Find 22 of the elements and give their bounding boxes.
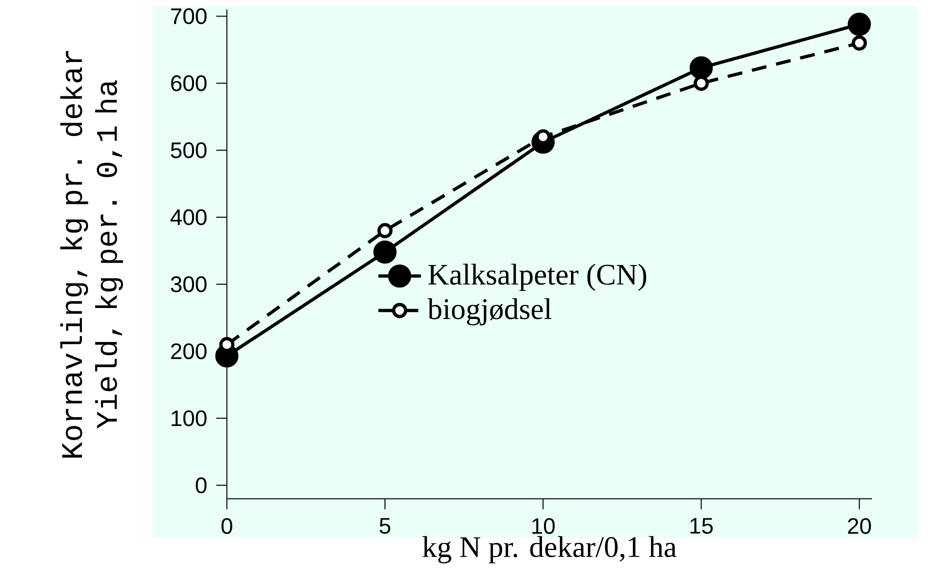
x-tick-label: 15 xyxy=(690,518,713,534)
y-tick-label: 700 xyxy=(171,8,207,24)
y-tick-label: 200 xyxy=(171,343,207,360)
y-tick-label: 100 xyxy=(172,410,207,426)
x-tick-label: 20 xyxy=(848,518,871,534)
x-tick-label: 10 xyxy=(532,518,555,534)
y-tick-label: 0 xyxy=(196,477,207,494)
legend-label: biogjødsel xyxy=(428,298,552,326)
y-tick-label: 600 xyxy=(171,75,207,92)
point xyxy=(373,240,397,264)
x-tick-label: 0 xyxy=(221,518,232,534)
x-tick-label: 5 xyxy=(380,518,390,534)
y-axis-title: Kornavling, kg pr. dekar Yield, kg per. 0,1 ha xyxy=(60,50,124,458)
point xyxy=(852,35,867,51)
y-tick-label: 400 xyxy=(170,209,207,226)
point xyxy=(377,222,393,238)
y-tick-label: 300 xyxy=(170,276,207,292)
y-tick-label: 500 xyxy=(170,142,207,158)
legend-label: Kalksalpeter (CN) xyxy=(428,264,646,291)
point xyxy=(848,12,871,36)
x-axis-title: kg N pr. dekar/0,1 ha xyxy=(422,536,676,564)
point xyxy=(690,56,713,80)
